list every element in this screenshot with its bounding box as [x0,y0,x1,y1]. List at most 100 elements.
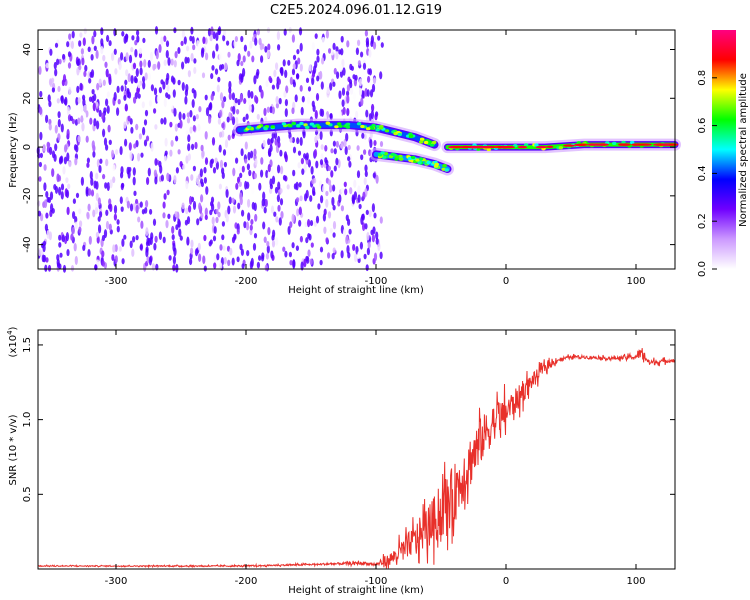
noise-blob [119,196,123,204]
noise-blob [377,35,381,41]
noise-blob [160,118,164,125]
noise-blob [193,89,197,99]
noise-blob [106,181,110,192]
noise-blob [58,186,62,196]
noise-blob [192,115,196,122]
noise-blob [365,109,369,118]
noise-blob [361,213,365,220]
noise-blob [319,246,324,253]
noise-blob [87,46,91,53]
noise-blob [119,146,123,156]
noise-blob [143,119,148,126]
noise-blob [221,171,225,180]
noise-blob [224,62,228,71]
noise-blob [170,58,174,66]
noise-blob [204,157,209,165]
noise-blob [182,164,186,170]
noise-blob [124,138,128,147]
noise-blob [131,35,135,41]
noise-blob [369,138,373,149]
noise-blob [341,99,345,108]
noise-blob [218,144,222,153]
noise-blob [268,150,272,157]
noise-blob [217,76,221,83]
noise-blob [184,56,188,64]
noise-blob [305,189,309,199]
noise-blob [217,201,221,210]
noise-blob [308,64,312,72]
noise-blob [56,258,60,267]
noise-blob [320,81,324,90]
noise-blob [325,237,329,244]
lower-branch-blob [398,157,404,161]
spectrogram-y-tick-label: 40 [22,43,33,56]
lower-branch-blob [380,151,385,155]
noise-blob [365,264,369,272]
noise-blob [264,198,268,208]
noise-blob [262,191,266,201]
noise-blob [357,60,361,66]
noise-blob [282,59,286,67]
noise-blob [227,259,231,267]
noise-blob [379,216,383,224]
noise-blob [285,85,289,94]
noise-blob [371,233,375,243]
noise-blob [210,73,214,80]
noise-blob [45,62,49,69]
noise-blob [107,124,111,133]
noise-blob [254,213,258,222]
noise-blob [276,31,280,41]
noise-blob [203,177,207,184]
noise-blob [57,111,61,119]
noise-blob [346,90,350,97]
noise-blob [275,216,279,223]
lower-branch-blob [390,152,395,156]
noise-blob [212,50,216,59]
noise-blob [129,240,133,249]
upper-branch-blob [309,122,315,126]
noise-blob [114,68,118,75]
noise-blob [189,109,193,118]
noise-blob [200,144,204,152]
noise-blob [269,144,273,152]
noise-blob [254,95,258,103]
noise-blob [172,264,176,272]
upper-branch-blob [356,122,362,126]
noise-blob [187,70,191,78]
noise-blob [118,246,122,252]
noise-blob [246,163,250,171]
noise-blob [181,61,185,70]
carrier-peak [459,145,472,149]
noise-blob [332,204,336,211]
noise-blob [274,138,278,146]
noise-blob [175,135,179,142]
noise-blob [278,97,282,105]
noise-blob [211,202,215,212]
noise-blob [314,33,318,39]
noise-blob [293,183,297,190]
noise-blob [44,223,49,232]
noise-blob [160,36,164,45]
noise-blob [190,239,194,248]
noise-blob [66,206,70,216]
noise-blob [169,121,173,128]
noise-blob [38,176,42,182]
noise-blob [292,169,296,177]
snr-x-tick-label: 0 [503,576,509,587]
noise-blob [210,158,214,164]
noise-blob [219,52,223,62]
noise-blob [316,48,320,56]
noise-blob [186,45,190,52]
noise-blob [143,59,147,68]
noise-blob [163,59,167,66]
noise-blob [56,58,60,66]
noise-blob [332,81,336,87]
noise-blob [209,35,213,42]
noise-blob [336,71,340,80]
noise-blob [139,60,143,68]
noise-blob [38,65,42,75]
noise-blob [108,198,112,206]
noise-blob [292,54,297,61]
noise-blob [364,170,368,178]
noise-blob [91,35,95,45]
